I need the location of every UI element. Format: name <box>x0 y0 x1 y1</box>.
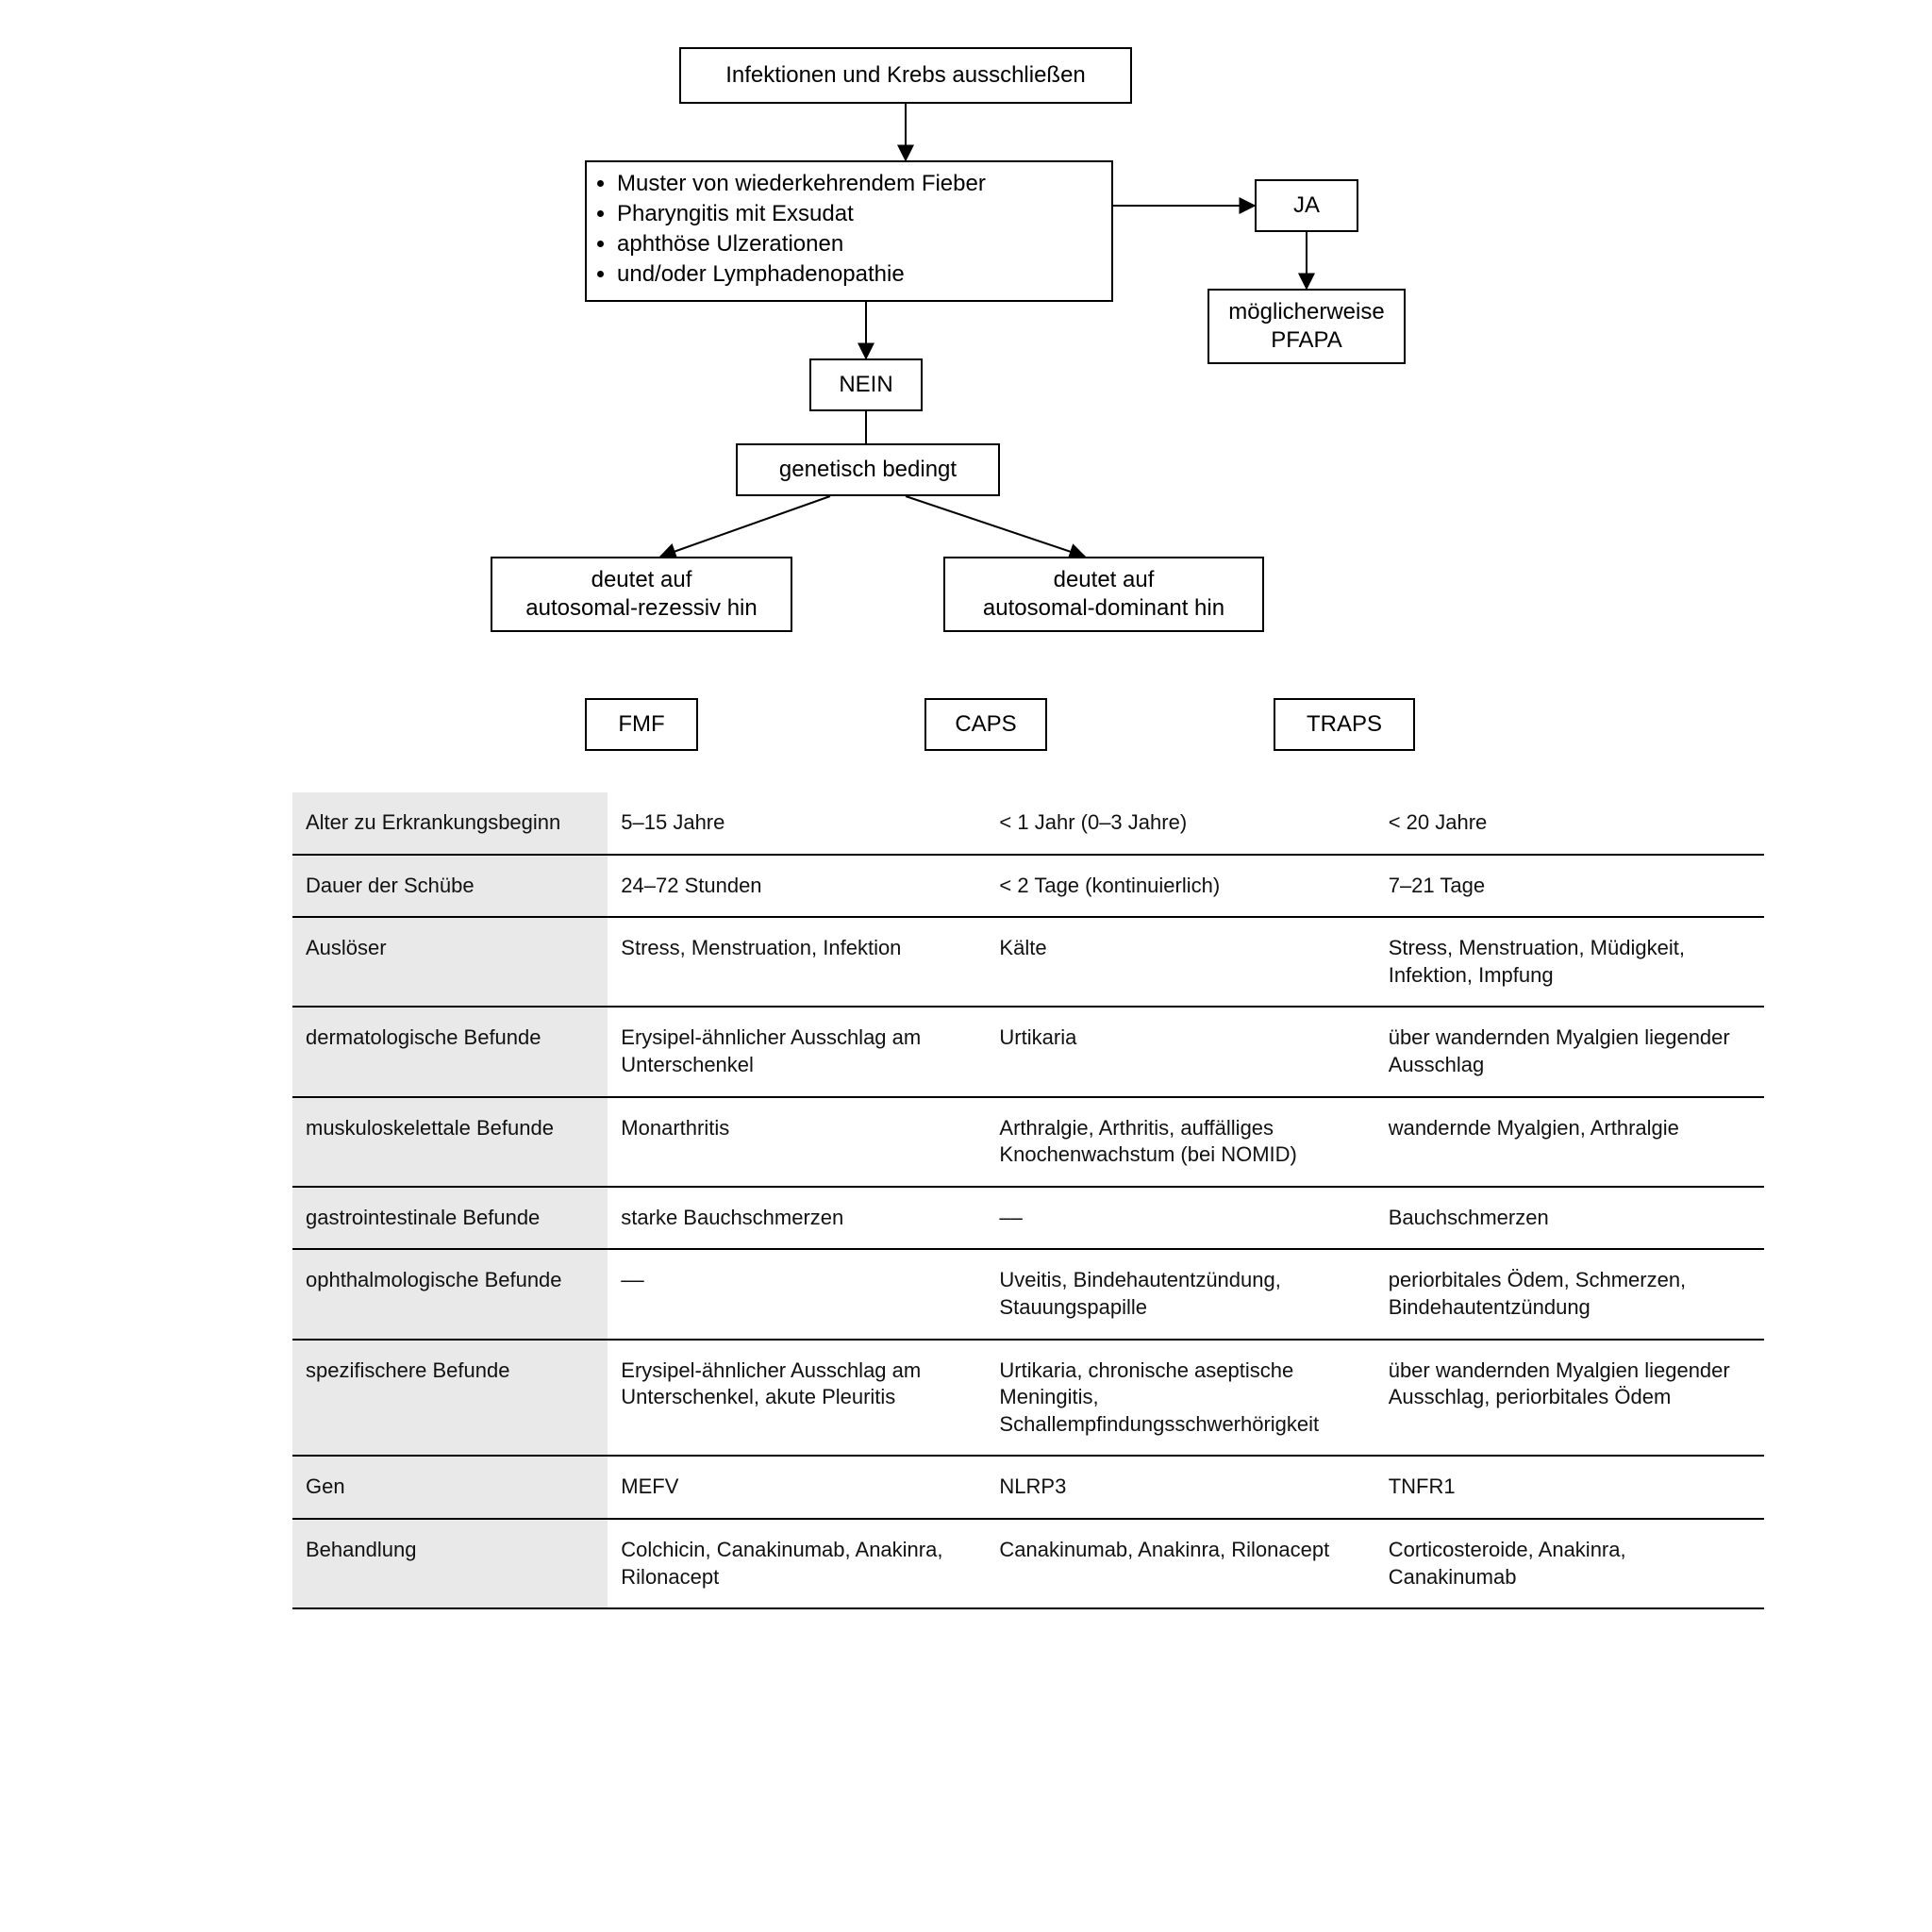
node-n2-bullet: Muster von wiederkehrendem Fieber <box>617 170 986 198</box>
node-h_fmf: FMF <box>585 698 698 751</box>
table-cell: 5–15 Jahre <box>608 792 986 855</box>
row-header: gastrointestinale Befunde <box>292 1187 608 1250</box>
node-n1-label: Infektionen und Krebs ausschließen <box>725 61 1086 90</box>
diagram-canvas: Infektionen und Krebs ausschließen Muster… <box>0 0 1932 1932</box>
table-cell: über wandernden Myalgien liegender Aussc… <box>1375 1340 1764 1457</box>
node-n2-bullet: aphthöse Ulzerationen <box>617 230 986 258</box>
edge-5 <box>660 496 830 557</box>
node-n3-label: JA <box>1293 192 1320 220</box>
table-row: Alter zu Erkrankungsbeginn5–15 Jahre< 1 … <box>292 792 1764 855</box>
row-header: muskuloskelettale Befunde <box>292 1097 608 1187</box>
table-cell: Canakinumab, Anakinra, Rilonacept <box>986 1519 1374 1608</box>
comparison-table: Alter zu Erkrankungsbeginn5–15 Jahre< 1 … <box>292 792 1764 1609</box>
table-row: muskuloskelettale BefundeMonarthritisArt… <box>292 1097 1764 1187</box>
table-cell: Corticosteroide, Anakinra, Canakinumab <box>1375 1519 1764 1608</box>
table-cell: MEFV <box>608 1456 986 1519</box>
row-header: Alter zu Erkrankungsbeginn <box>292 792 608 855</box>
row-header: Auslöser <box>292 917 608 1007</box>
node-n5: NEIN <box>809 358 923 411</box>
table-cell: Uveitis, Bindehautentzündung, Stauungspa… <box>986 1249 1374 1339</box>
table-row: BehandlungColchicin, Canakinumab, Anakin… <box>292 1519 1764 1608</box>
table-cell: Bauchschmerzen <box>1375 1187 1764 1250</box>
row-header: ophthalmologische Befunde <box>292 1249 608 1339</box>
table-cell: Kälte <box>986 917 1374 1007</box>
table-cell: < 20 Jahre <box>1375 792 1764 855</box>
table-cell: NLRP3 <box>986 1456 1374 1519</box>
table-cell: 24–72 Stunden <box>608 855 986 918</box>
node-n1: Infektionen und Krebs ausschließen <box>679 47 1132 104</box>
edge-6 <box>906 496 1085 557</box>
table-cell: TNFR1 <box>1375 1456 1764 1519</box>
table-cell: starke Bauchschmerzen <box>608 1187 986 1250</box>
table-cell: Stress, Menstruation, Infektion <box>608 917 986 1007</box>
row-header: Behandlung <box>292 1519 608 1608</box>
node-h_traps: TRAPS <box>1274 698 1415 751</box>
table-cell: Urtikaria, chronische aseptische Meningi… <box>986 1340 1374 1457</box>
node-n2-bullet: Pharyngitis mit Exsudat <box>617 200 986 228</box>
table-row: gastrointestinale Befundestarke Bauchsch… <box>292 1187 1764 1250</box>
node-h_fmf-label: FMF <box>618 710 664 739</box>
row-header: spezifischere Befunde <box>292 1340 608 1457</box>
node-n4-label: möglicherweise PFAPA <box>1228 298 1384 355</box>
table-cell: über wandernden Myalgien liegender Aussc… <box>1375 1007 1764 1096</box>
table-row: AuslöserStress, Menstruation, InfektionK… <box>292 917 1764 1007</box>
table-cell: Arthralgie, Arthritis, auffälliges Knoch… <box>986 1097 1374 1187</box>
table-cell: Monarthritis <box>608 1097 986 1187</box>
node-h_traps-label: TRAPS <box>1307 710 1382 739</box>
node-n3: JA <box>1255 179 1358 232</box>
table-cell: 7–21 Tage <box>1375 855 1764 918</box>
node-n8: deutet auf autosomal-dominant hin <box>943 557 1264 632</box>
table-row: dermatologische BefundeErysipel-ähnliche… <box>292 1007 1764 1096</box>
node-n4: möglicherweise PFAPA <box>1208 289 1406 364</box>
row-header: dermatologische Befunde <box>292 1007 608 1096</box>
table-cell: < 1 Jahr (0–3 Jahre) <box>986 792 1374 855</box>
table-row: Dauer der Schübe24–72 Stunden< 2 Tage (k… <box>292 855 1764 918</box>
table-row: ophthalmologische Befunde––Uveitis, Bind… <box>292 1249 1764 1339</box>
node-n6: genetisch bedingt <box>736 443 1000 496</box>
node-n7-label: deutet auf autosomal-rezessiv hin <box>525 566 757 623</box>
row-header: Gen <box>292 1456 608 1519</box>
node-h_caps-label: CAPS <box>955 710 1016 739</box>
table-cell: wandernde Myalgien, Arthralgie <box>1375 1097 1764 1187</box>
node-n5-label: NEIN <box>839 371 892 399</box>
node-n7: deutet auf autosomal-rezessiv hin <box>491 557 792 632</box>
table-cell: Erysipel-ähnlicher Ausschlag am Untersch… <box>608 1007 986 1096</box>
table-cell: –– <box>608 1249 986 1339</box>
table-cell: –– <box>986 1187 1374 1250</box>
table-row: spezifischere BefundeErysipel-ähnlicher … <box>292 1340 1764 1457</box>
node-h_caps: CAPS <box>924 698 1047 751</box>
row-header: Dauer der Schübe <box>292 855 608 918</box>
node-n2: Muster von wiederkehrendem FieberPharyng… <box>585 160 1113 302</box>
node-n6-label: genetisch bedingt <box>779 456 957 484</box>
table-cell: Stress, Menstruation, Müdigkeit, Infekti… <box>1375 917 1764 1007</box>
node-n2-bullet: und/oder Lymphadenopathie <box>617 260 986 289</box>
table-cell: Colchicin, Canakinumab, Anakinra, Rilona… <box>608 1519 986 1608</box>
node-n8-label: deutet auf autosomal-dominant hin <box>983 566 1224 623</box>
table-cell: periorbitales Ödem, Schmerzen, Bindehaut… <box>1375 1249 1764 1339</box>
table-cell: Urtikaria <box>986 1007 1374 1096</box>
table-row: GenMEFVNLRP3TNFR1 <box>292 1456 1764 1519</box>
table-cell: Erysipel-ähnlicher Ausschlag am Untersch… <box>608 1340 986 1457</box>
table-cell: < 2 Tage (kontinuierlich) <box>986 855 1374 918</box>
